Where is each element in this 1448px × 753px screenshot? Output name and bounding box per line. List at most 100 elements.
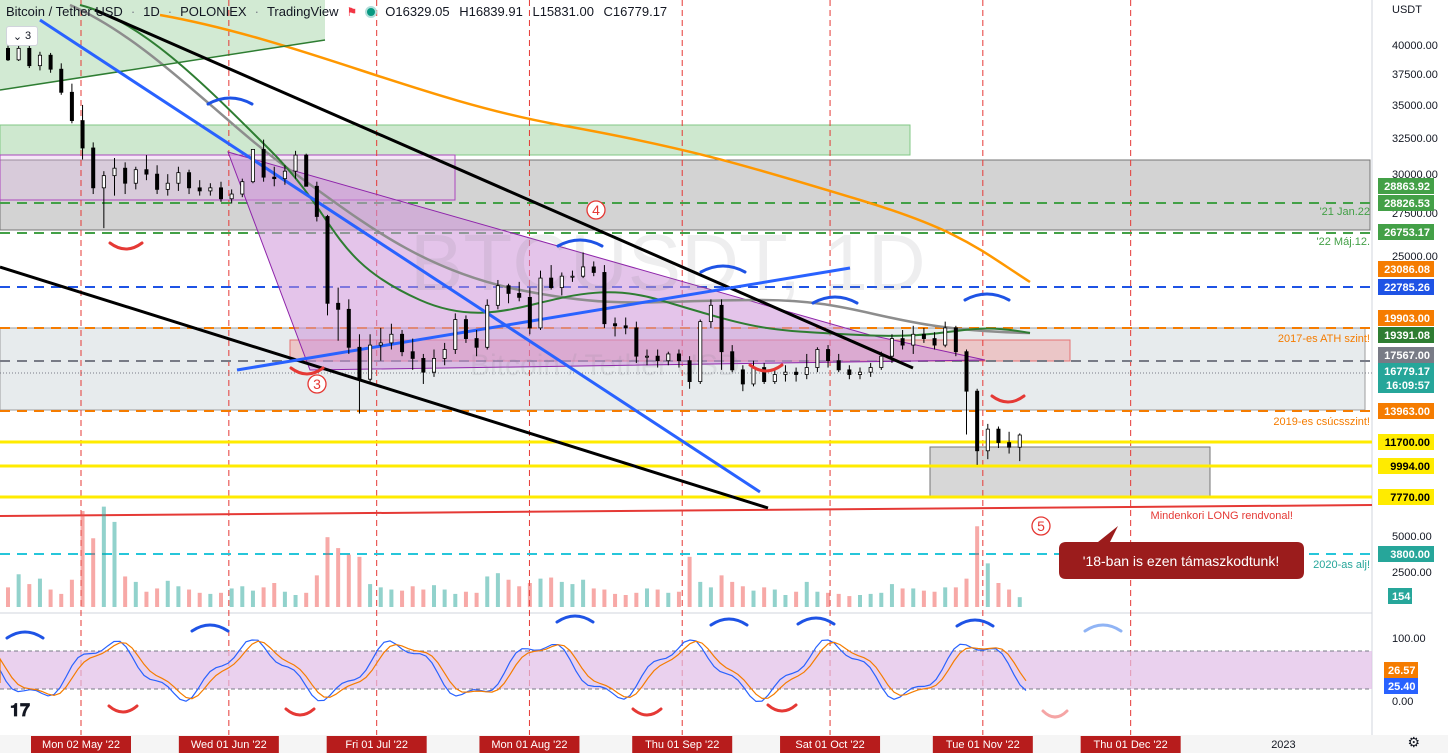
volume-bar [474, 592, 479, 607]
flag-icon[interactable]: ⚑ [346, 4, 358, 19]
ma-100-line [69, 3, 1031, 335]
volume-bar [16, 574, 21, 607]
volume-bar [432, 585, 436, 607]
volume-bar [421, 589, 426, 607]
candle [708, 299, 713, 328]
time-tick: Sat 01 Oct '22 [780, 736, 881, 753]
candle [410, 338, 415, 370]
candle [634, 321, 639, 363]
volume-bar [165, 580, 170, 607]
volume-bar [378, 587, 383, 607]
candle [826, 345, 831, 368]
candle [858, 367, 863, 380]
volume-bar [996, 583, 1001, 607]
candle-body [101, 175, 106, 189]
volume-bar [463, 591, 468, 607]
candle [783, 365, 788, 382]
price-tag-bg [1378, 403, 1434, 419]
volume-bar [133, 581, 138, 607]
watermark-name: Bitcoin / Tether USD [470, 349, 740, 382]
stoch-top-arc [796, 616, 836, 626]
label-low2020: 2020-as alj! [1313, 559, 1370, 571]
stoch-tag: 25.40 [1384, 678, 1418, 694]
price-tag-text: 9994.00 [1390, 461, 1430, 473]
candle [602, 265, 607, 328]
candle-body [218, 187, 223, 200]
volume-bar [549, 577, 554, 607]
candle-body [538, 277, 543, 329]
candle [495, 279, 500, 310]
candle [368, 334, 373, 382]
candle [229, 189, 234, 204]
candle [240, 178, 245, 198]
price-tag-text: 11700.00 [1385, 437, 1430, 449]
price-tag-text: 13963.00 [1384, 406, 1430, 418]
y-tick-label: 40000.00 [1392, 40, 1438, 52]
y-tick-label: 32500.00 [1392, 133, 1438, 145]
volume-bar [453, 593, 458, 607]
stoch-tag-bg [1384, 678, 1418, 694]
stoch-top-arc [555, 614, 595, 624]
wave-number-n3: 3 [307, 374, 327, 394]
candle-body [591, 266, 596, 273]
candle-body [400, 333, 405, 353]
price-tag: 17567.00 [1378, 347, 1434, 363]
candle-body [463, 319, 468, 339]
candle [794, 367, 799, 382]
interval[interactable]: 1D [143, 4, 160, 19]
gear-icon[interactable]: ⚙ [1407, 734, 1420, 750]
candle-body [602, 272, 607, 325]
symbol-title[interactable]: Bitcoin / Tether USD [6, 4, 123, 19]
candle [591, 261, 596, 277]
candle-body [304, 154, 309, 187]
candle [996, 426, 1001, 449]
volume-bar [634, 592, 639, 607]
candle-body [378, 342, 383, 346]
candle-body [282, 170, 287, 180]
candle [900, 330, 905, 350]
candle-body [762, 367, 767, 382]
candle-body [708, 304, 713, 323]
candle-body [69, 91, 74, 122]
candle [37, 51, 42, 71]
price-tag: 9994.00 [1378, 458, 1434, 474]
tradingview-logo-icon[interactable]: 𝟏𝟕 [10, 700, 31, 721]
candle-body [410, 351, 415, 359]
ohlc-close: C16779.17 [603, 4, 668, 19]
candle-body [932, 338, 937, 346]
candle [272, 166, 277, 187]
candle-body [421, 358, 426, 373]
indicator-collapse-button[interactable]: ⌄ 3 [6, 26, 38, 46]
zone-gray-upper [0, 159, 1371, 231]
volume-bar [410, 586, 415, 607]
stoch-bottom-arc [107, 704, 139, 714]
volume-bar [240, 586, 245, 607]
zone-green [0, 124, 911, 156]
volume-bar [389, 589, 394, 607]
candle-body [261, 149, 266, 178]
volume-bar [336, 548, 341, 607]
candle-body [187, 172, 192, 189]
candle [197, 180, 202, 196]
volume-bar [346, 554, 351, 607]
candle-body [144, 169, 149, 175]
time-tick: Wed 01 Jun '22 [178, 736, 279, 753]
candle [538, 270, 543, 331]
candle [517, 281, 522, 302]
price-tag-text: 17567.00 [1384, 350, 1430, 362]
candle [762, 362, 767, 384]
volume-bar [879, 592, 884, 607]
candle [549, 265, 554, 290]
volume-bar [219, 592, 223, 607]
price-tag: 26753.17 [1378, 224, 1434, 240]
volume-bar [101, 506, 106, 607]
price-tag-bg [1378, 261, 1434, 277]
candle [453, 313, 458, 354]
price-tag: 23086.08 [1378, 261, 1434, 277]
wave-circle [307, 374, 327, 394]
candle-body [953, 327, 958, 353]
candle [911, 325, 916, 354]
candle-body [794, 371, 799, 375]
candle [1017, 433, 1022, 462]
